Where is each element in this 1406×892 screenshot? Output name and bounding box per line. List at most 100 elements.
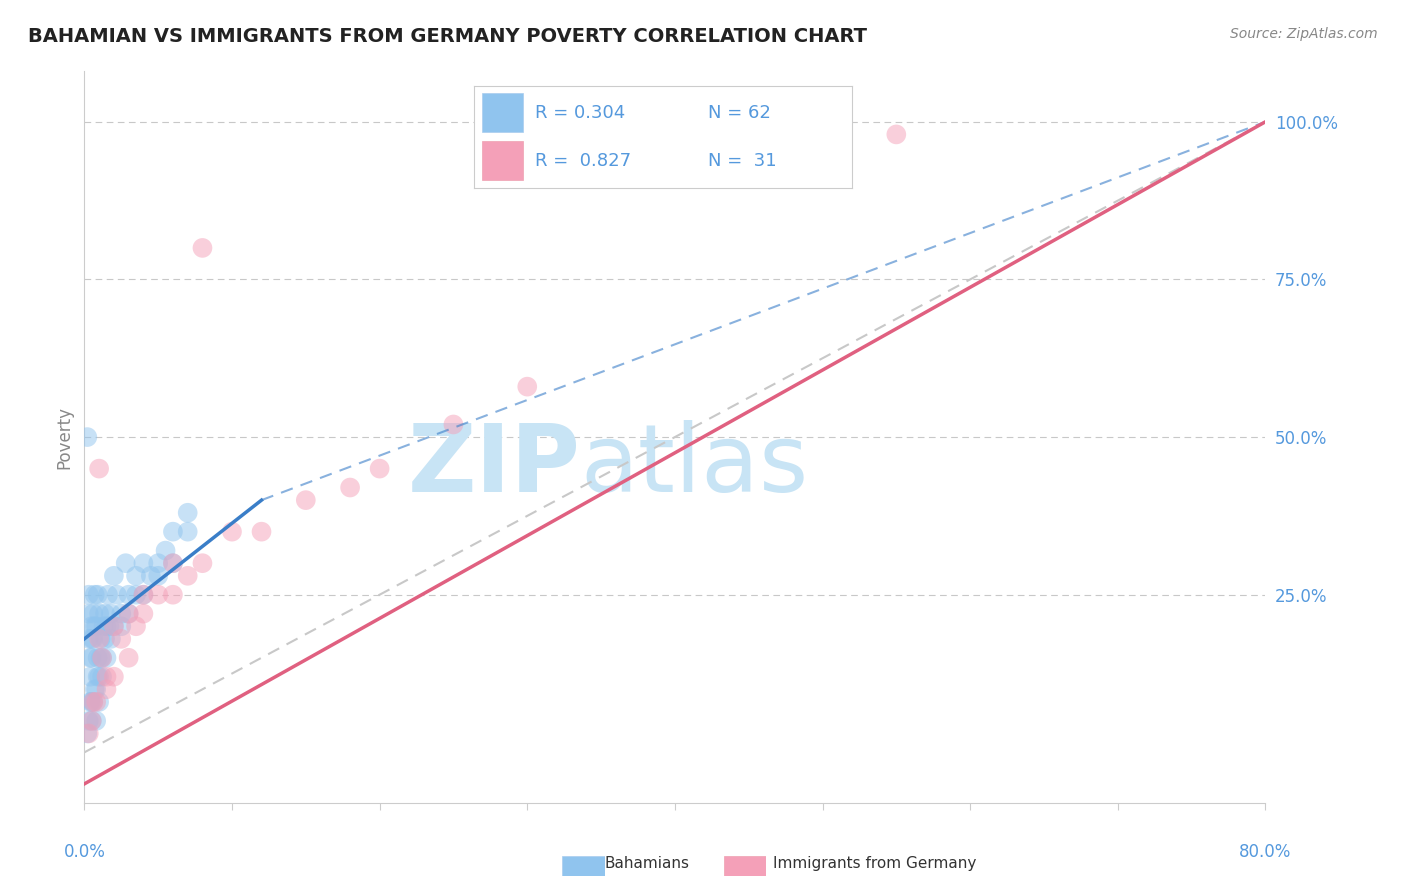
Point	[103, 619, 125, 633]
Point	[118, 650, 141, 665]
Point	[80, 619, 103, 633]
Text: R =  0.827: R = 0.827	[534, 152, 631, 169]
Point	[82, 632, 104, 646]
Point	[125, 569, 148, 583]
Point	[96, 619, 118, 633]
Point	[177, 524, 200, 539]
Point	[100, 607, 122, 621]
Point	[87, 695, 111, 709]
Point	[177, 569, 200, 583]
Text: ZIP: ZIP	[408, 420, 581, 512]
Point	[83, 682, 105, 697]
Point	[191, 241, 214, 255]
Point	[77, 607, 100, 621]
Text: 0.0%: 0.0%	[63, 843, 105, 861]
Text: 80.0%: 80.0%	[1239, 843, 1292, 861]
Point	[162, 588, 184, 602]
Point	[76, 726, 98, 740]
Point	[516, 379, 538, 393]
Point	[132, 556, 155, 570]
Point	[339, 481, 361, 495]
Point	[80, 695, 103, 709]
Point	[90, 650, 112, 665]
Point	[100, 632, 122, 646]
Point	[103, 569, 125, 583]
Bar	[482, 93, 523, 132]
Point	[148, 588, 170, 602]
Point	[87, 632, 111, 646]
Point	[77, 714, 100, 728]
Point	[110, 632, 132, 646]
Point	[155, 543, 177, 558]
Point	[97, 588, 120, 602]
Point	[87, 670, 111, 684]
Point	[132, 588, 155, 602]
Point	[76, 430, 98, 444]
Point	[443, 417, 465, 432]
Point	[295, 493, 318, 508]
Point	[77, 632, 100, 646]
Point	[886, 128, 908, 142]
Point	[82, 695, 104, 709]
Point	[86, 650, 108, 665]
Point	[94, 607, 117, 621]
Text: R = 0.304: R = 0.304	[534, 103, 624, 121]
Point	[191, 556, 214, 570]
Point	[84, 714, 107, 728]
Point	[105, 588, 128, 602]
Text: N =  31: N = 31	[709, 152, 778, 169]
Point	[84, 682, 107, 697]
Point	[86, 670, 108, 684]
Point	[84, 695, 107, 709]
Point	[162, 556, 184, 570]
Bar	[482, 141, 523, 180]
Point	[96, 670, 118, 684]
Text: Bahamians: Bahamians	[605, 856, 689, 871]
Point	[80, 632, 103, 646]
Point	[132, 607, 155, 621]
Text: Source: ZipAtlas.com: Source: ZipAtlas.com	[1230, 27, 1378, 41]
Text: Immigrants from Germany: Immigrants from Germany	[773, 856, 977, 871]
Point	[91, 670, 114, 684]
Y-axis label: Poverty: Poverty	[55, 406, 73, 468]
Point	[103, 619, 125, 633]
Point	[93, 619, 115, 633]
Text: atlas: atlas	[581, 420, 808, 512]
Point	[125, 588, 148, 602]
Point	[91, 650, 114, 665]
Point	[103, 670, 125, 684]
Point	[87, 461, 111, 475]
Point	[79, 695, 101, 709]
Point	[80, 650, 103, 665]
Point	[110, 607, 132, 621]
Point	[79, 650, 101, 665]
Point	[94, 632, 117, 646]
Point	[221, 524, 243, 539]
Point	[118, 607, 141, 621]
Point	[83, 619, 105, 633]
Point	[177, 506, 200, 520]
Point	[114, 556, 136, 570]
Point	[86, 588, 108, 602]
Point	[91, 650, 114, 665]
Point	[118, 588, 141, 602]
Point	[77, 588, 100, 602]
Point	[77, 726, 100, 740]
Point	[84, 619, 107, 633]
Point	[162, 524, 184, 539]
Point	[118, 607, 141, 621]
Point	[80, 714, 103, 728]
Point	[83, 588, 105, 602]
Point	[110, 619, 132, 633]
Point	[82, 607, 104, 621]
Text: BAHAMIAN VS IMMIGRANTS FROM GERMANY POVERTY CORRELATION CHART: BAHAMIAN VS IMMIGRANTS FROM GERMANY POVE…	[28, 27, 868, 45]
Point	[96, 682, 118, 697]
Point	[139, 569, 162, 583]
Point	[82, 695, 104, 709]
Point	[98, 619, 121, 633]
Point	[125, 619, 148, 633]
Point	[162, 556, 184, 570]
Point	[90, 632, 112, 646]
Point	[250, 524, 273, 539]
Point	[96, 650, 118, 665]
